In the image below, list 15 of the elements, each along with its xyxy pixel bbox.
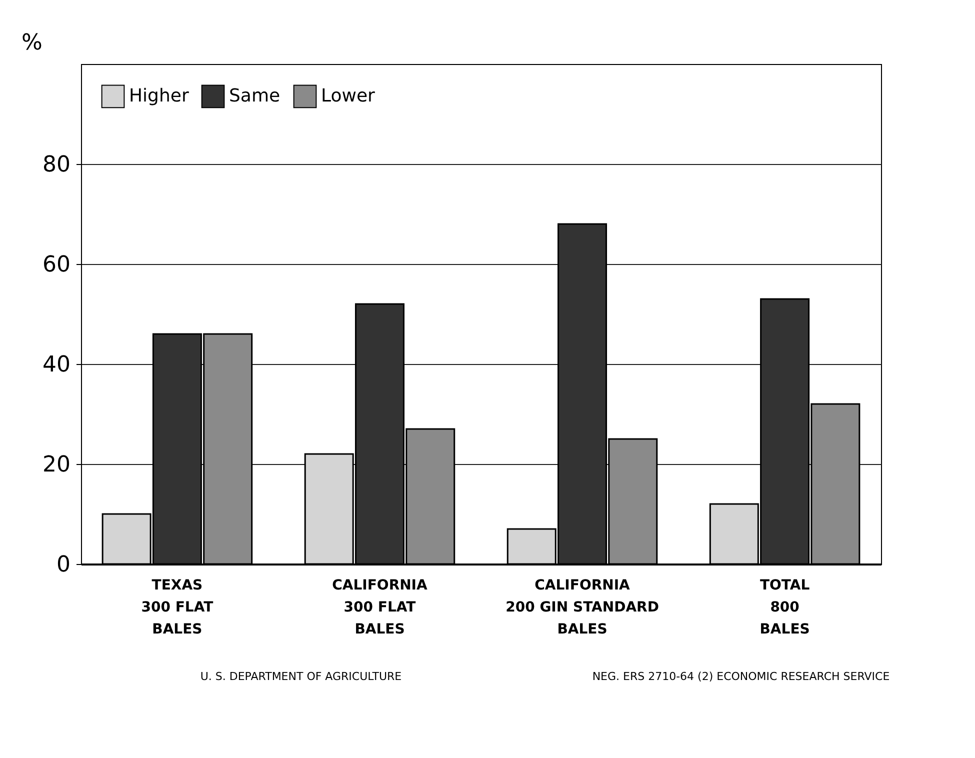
text: U. S. DEPARTMENT OF AGRICULTURE <box>200 670 402 683</box>
legend-label: Lower <box>321 85 376 106</box>
x-tick-label: TEXAS 300 FLAT BALES <box>141 578 214 638</box>
y-tick-label: 40 <box>42 352 70 378</box>
legend-label: Same <box>229 85 280 106</box>
x-tick-label: TOTAL 800 BALES <box>760 578 810 638</box>
text: NEG. ERS 2710-64 (2) ECONOMIC RESEARCH SERVICE <box>592 670 890 683</box>
y-tick-label: 60 <box>42 252 70 278</box>
y-tick-label: 80 <box>42 152 70 178</box>
y-tick-label: 0 <box>56 552 70 578</box>
y-tick-label: 20 <box>42 452 70 478</box>
y-axis-title: % <box>22 30 42 56</box>
legend-label: Higher <box>129 85 190 106</box>
x-tick-label: CALIFORNIA 300 FLAT BALES <box>332 578 428 638</box>
x-tick-label: CALIFORNIA 200 GIN STANDARD BALES <box>506 578 659 638</box>
